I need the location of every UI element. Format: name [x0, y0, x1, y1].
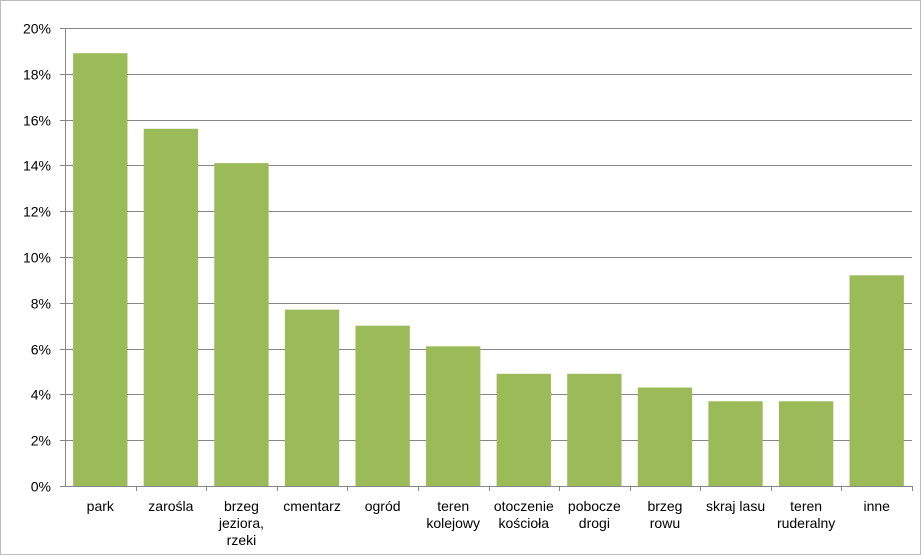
bar: [708, 401, 763, 486]
gridlines: [65, 28, 912, 441]
y-tick-label: 20%: [23, 21, 51, 37]
x-category-label: brzeg jeziora, rzeki: [218, 498, 264, 548]
y-tick-label: 2%: [31, 433, 51, 449]
x-category-labels: park zarośla brzeg jeziora, rzeki cmentarz ogr…: [87, 498, 890, 548]
bars: [73, 53, 904, 487]
y-tick-label: 6%: [31, 342, 51, 358]
axes: [60, 28, 913, 491]
x-category-label: teren kolejowy: [426, 498, 480, 531]
y-tick-label: 12%: [23, 204, 51, 220]
bar: [284, 309, 340, 486]
bar: [73, 53, 128, 486]
bar: [778, 401, 834, 486]
bar: [355, 325, 410, 486]
y-tick-labels: 0% 2% 4% 6% 8% 10% 12% 14% 16% 18% 20%: [23, 21, 51, 495]
y-tick-label: 16%: [23, 113, 51, 129]
y-tick-label: 0%: [31, 479, 51, 495]
y-tick-label: 18%: [23, 67, 51, 83]
x-category-label: ogród: [365, 498, 401, 514]
y-tick-label: 8%: [31, 296, 51, 312]
x-category-label: zarośla: [148, 498, 193, 514]
bar: [637, 387, 693, 486]
x-category-label: otoczenie kościoła: [494, 498, 554, 531]
x-category-label: inne: [863, 498, 890, 514]
bar: [567, 373, 622, 486]
y-tick-label: 14%: [23, 158, 51, 174]
x-category-label: pobocze drogi: [568, 498, 621, 531]
y-tick-label: 10%: [23, 250, 51, 266]
bar: [496, 373, 551, 486]
x-category-label: skraj lasu: [706, 498, 765, 514]
x-category-label: teren ruderalny: [777, 498, 835, 531]
x-category-label: brzeg rowu: [647, 498, 682, 531]
bar: [426, 346, 481, 486]
bar: [143, 128, 199, 486]
bar: [214, 163, 269, 487]
x-category-label: park: [87, 498, 115, 514]
x-category-label: cmentarz: [283, 498, 341, 514]
y-tick-label: 4%: [31, 387, 51, 403]
bar: [849, 275, 904, 486]
